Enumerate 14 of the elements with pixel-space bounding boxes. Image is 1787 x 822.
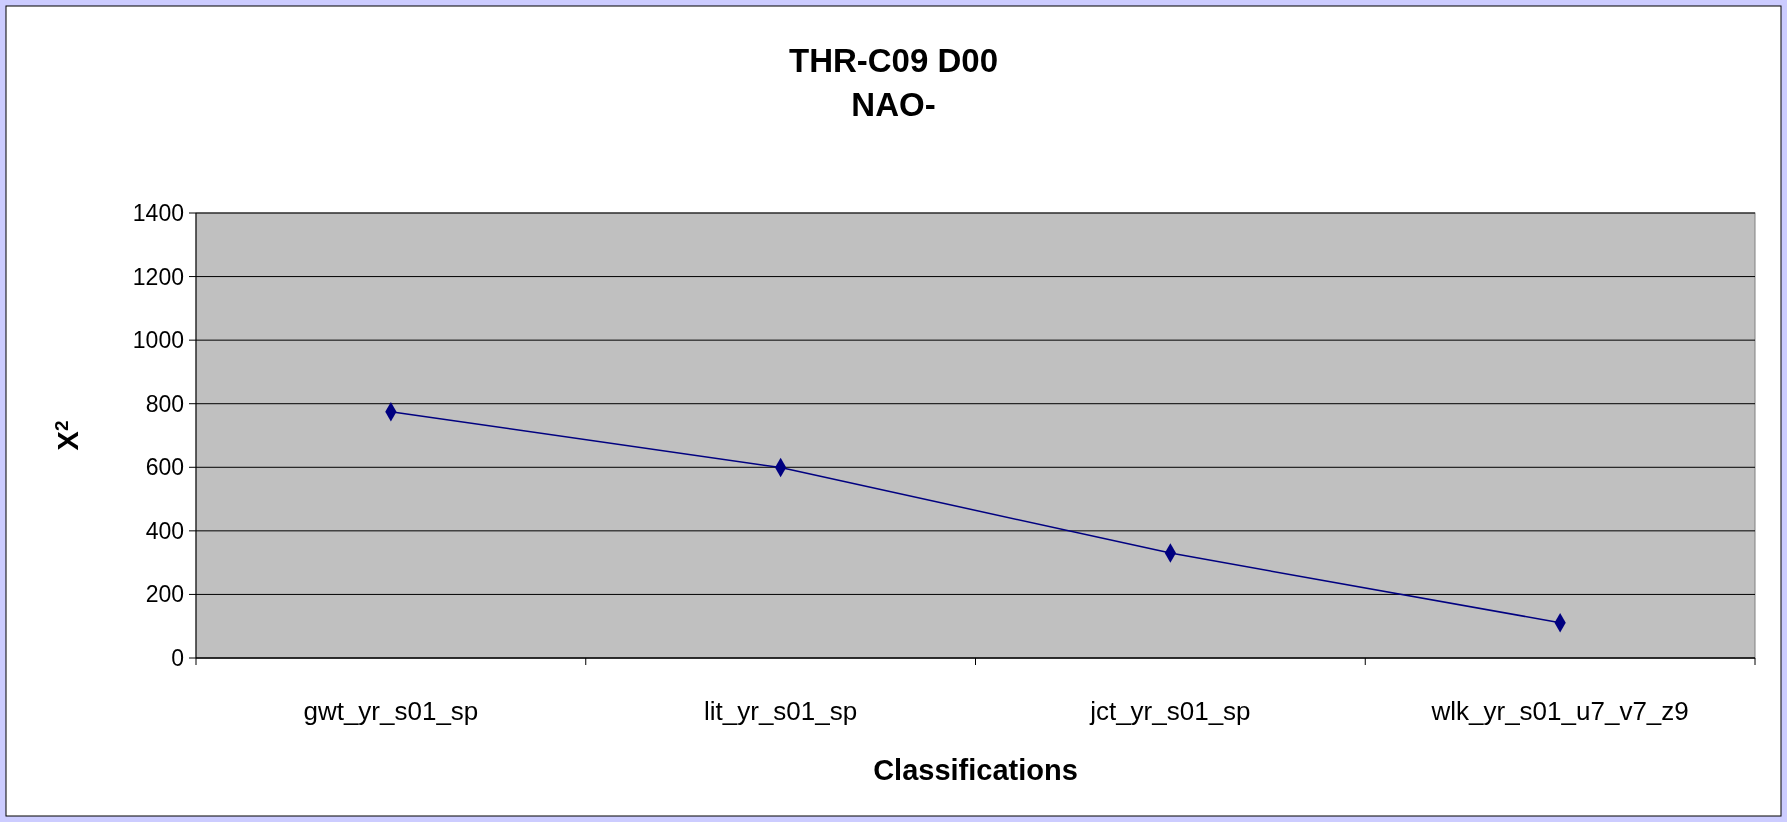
y-tick-label: 1400 [132, 200, 184, 227]
y-tick-label: 1000 [132, 327, 184, 354]
x-tick-label: jct_yr_s01_sp [1089, 696, 1251, 726]
x-tick-label: gwt_yr_s01_sp [303, 696, 479, 726]
y-tick-label: 400 [145, 517, 184, 544]
x-tick-label: wlk_yr_s01_u7_v7_z9 [1430, 696, 1689, 726]
y-tick-label: 200 [145, 581, 184, 608]
x-axis-title: Classifications [873, 754, 1078, 786]
chart-title: THR-C09 D00 NAO- [788, 42, 999, 123]
x-tick-label: lit_yr_s01_sp [704, 696, 858, 726]
y-tick-label: 800 [145, 390, 184, 417]
y-tick-label: 0 [171, 645, 184, 672]
y-tick-label: 600 [145, 454, 184, 481]
y-tick-label: 1200 [132, 263, 184, 290]
